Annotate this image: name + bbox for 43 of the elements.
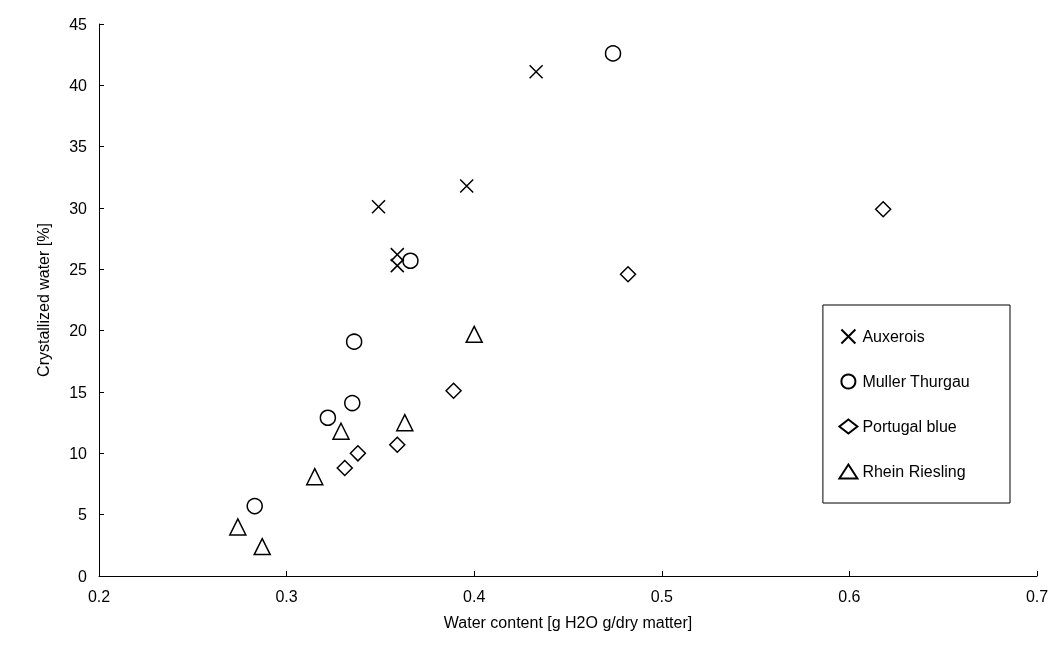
- legend-label: Auxerois: [862, 328, 925, 345]
- legend-label: Rhein Riesling: [862, 463, 966, 480]
- point: [389, 436, 406, 453]
- y-tick-label: 40: [69, 76, 88, 94]
- legend-label: Portugal blue: [862, 418, 957, 435]
- point: [465, 325, 483, 344]
- y-tick-label: 30: [69, 199, 88, 217]
- point: [345, 333, 363, 350]
- point: [229, 518, 247, 536]
- point: [402, 252, 419, 269]
- point: [371, 199, 386, 215]
- x-tick-label: 0.2: [87, 587, 111, 605]
- point: [604, 45, 622, 62]
- point: [246, 497, 263, 515]
- x-axis-title: Water content [g H2O g/dry matter]: [443, 613, 693, 631]
- legend-label: Muller Thurgau: [862, 373, 970, 390]
- y-tick-label: 5: [78, 506, 88, 524]
- y-tick-label: 25: [69, 260, 88, 278]
- x-tick-label: 0.6: [838, 587, 861, 605]
- y-tick-label: 0: [78, 567, 88, 585]
- point: [528, 64, 544, 80]
- x-tick-label: 0.3: [275, 587, 298, 605]
- point: [445, 382, 462, 400]
- x-tick-label: 0.5: [650, 587, 674, 605]
- point: [396, 413, 414, 432]
- y-tick-label: 20: [69, 322, 88, 340]
- y-tick-label: 35: [69, 138, 88, 156]
- point: [253, 537, 271, 556]
- point: [319, 409, 337, 427]
- x-tick-label: 0.7: [1025, 587, 1049, 605]
- point: [459, 178, 474, 194]
- point: [619, 265, 637, 283]
- point: [874, 200, 892, 218]
- y-tick-label: 15: [69, 383, 88, 401]
- y-tick-label: 45: [69, 15, 88, 33]
- point: [344, 394, 361, 412]
- y-axis-title: Crystallized water [%]: [34, 223, 52, 377]
- y-tick-label: 10: [69, 444, 88, 462]
- point: [349, 445, 367, 462]
- point: [336, 459, 354, 477]
- point: [305, 467, 324, 486]
- x-tick-label: 0.4: [463, 587, 486, 605]
- point: [332, 422, 350, 440]
